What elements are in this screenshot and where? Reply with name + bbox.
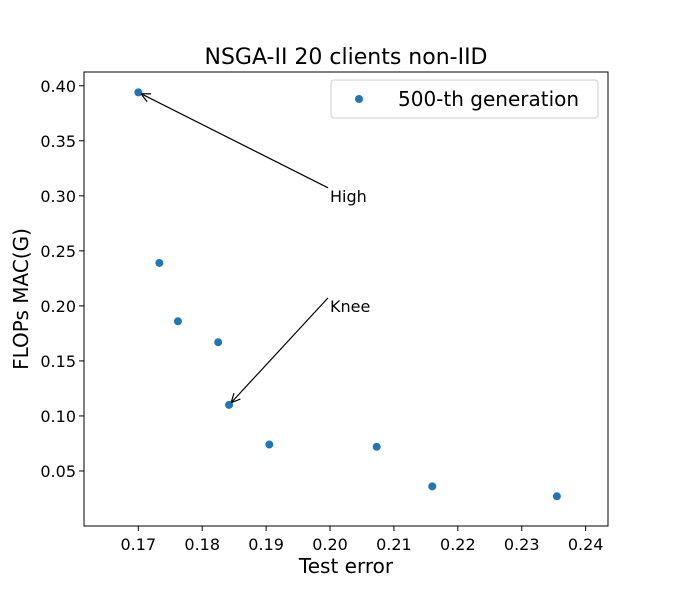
legend-box [330,79,599,119]
annotation-arrow [230,297,329,404]
x-tick-label: 0.17 [121,535,157,554]
annotation-arrowhead [230,392,235,403]
data-point [155,258,164,267]
annotation-arrowhead [140,93,148,103]
x-tick-label: 0.20 [312,535,348,554]
y-tick-label: 0.05 [40,462,76,481]
x-tick-label: 0.18 [184,535,220,554]
y-tick-label: 0.20 [40,297,76,316]
x-tick-label: 0.23 [504,535,540,554]
annotation-arrow [140,93,329,189]
data-point [265,440,274,449]
data-point [428,482,437,491]
y-tick-label: 0.35 [40,132,76,151]
legend-label: 500-th generation [398,87,579,111]
annotation-arrowhead [230,398,241,404]
plot-frame [83,71,609,527]
x-tick-label: 0.21 [376,535,412,554]
y-tick-label: 0.30 [40,187,76,206]
y-tick-label: 0.10 [40,407,76,426]
data-point [225,400,234,409]
y-tick-label: 0.25 [40,242,76,261]
x-tick-label: 0.19 [248,535,284,554]
data-point [372,442,381,451]
chart-title: NSGA-II 20 clients non-IID [204,45,487,70]
annotation-label: Knee [330,297,370,316]
y-tick-label: 0.15 [40,352,76,371]
x-tick-label: 0.24 [568,535,604,554]
x-tick-label: 0.22 [440,535,476,554]
y-axis-label: FLOPs MAC(G) [9,228,33,370]
data-point [552,492,561,501]
legend: 500-th generation [330,79,599,119]
annotation-label: High [330,187,367,206]
x-axis-label: Test error [298,554,394,578]
legend-marker [355,95,363,103]
plot-area: 0.17 0.18 0.19 0.20 0.21 0.22 0.23 0.24 0.05 0.10… [40,71,609,554]
data-point [214,338,223,347]
data-point [173,317,182,326]
y-tick-label: 0.40 [40,77,76,96]
data-point [134,88,143,97]
